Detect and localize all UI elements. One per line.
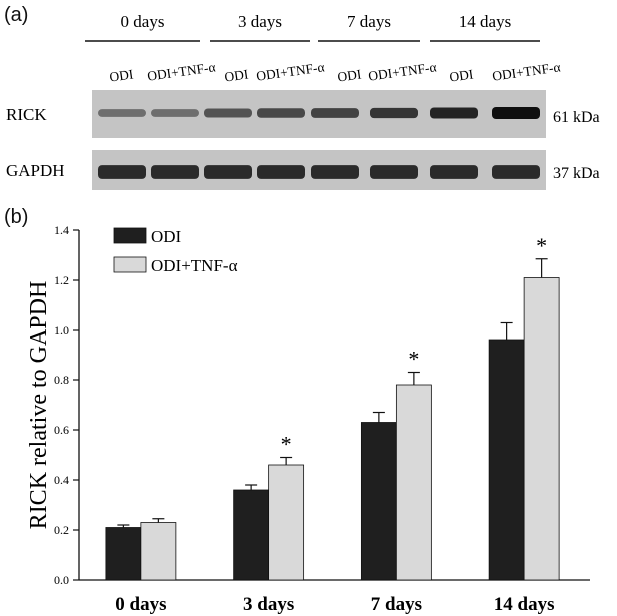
y-tick-label: 1.0 [54, 323, 69, 337]
molecular-weight-label: 37 kDa [553, 165, 600, 182]
lane-label: ODI [223, 66, 249, 84]
lane-label: ODI+TNF-α [255, 59, 325, 83]
y-tick-label: 0.0 [54, 573, 69, 587]
lane-label: ODI+TNF-α [367, 59, 437, 83]
blot-band [98, 109, 146, 117]
blot-band [492, 107, 540, 119]
blot-band [492, 165, 540, 179]
legend-label: ODI [151, 227, 182, 246]
bar-odi [360, 422, 397, 581]
bar-chart: 0.0 0.2 0.4 0.6 0.8 1.0 1.2 1.4 RICK relative to… [26, 223, 590, 615]
y-tick-label: 1.4 [54, 223, 69, 237]
blot-band [370, 107, 418, 119]
lane-label: ODI [336, 66, 362, 84]
panel-b-label: (b) [4, 206, 29, 228]
x-tick-label: 3 days [243, 594, 294, 615]
bar-odi [488, 339, 525, 581]
legend-swatch [113, 256, 147, 273]
blot-band [370, 165, 418, 179]
significance-marker: * [536, 233, 547, 258]
bar-odi-tnf [523, 277, 560, 581]
group-label: 7 days [347, 12, 391, 31]
bar-odi-tnf [395, 384, 432, 581]
lane-label: ODI [108, 66, 134, 84]
blot-band [257, 108, 305, 118]
bar-odi [105, 527, 142, 581]
y-tick-label: 1.2 [54, 273, 69, 287]
western-blot: 0 days 3 days 7 days 14 days ODI ODI+TNF-α ODI… [6, 12, 600, 190]
group-label: 14 days [459, 12, 511, 31]
x-tick-label: 7 days [371, 594, 422, 615]
group-label: 3 days [238, 12, 282, 31]
group-label: 0 days [121, 12, 165, 31]
significance-marker: * [281, 432, 292, 457]
x-tick-label: 0 days [115, 594, 166, 615]
significance-marker: * [408, 347, 419, 372]
lane-label: ODI [448, 66, 474, 84]
blot-band [151, 109, 199, 117]
panel-a-label: (a) [4, 4, 29, 26]
legend-label: ODI+TNF-α [151, 256, 238, 275]
blot-band [311, 165, 359, 179]
blot-band [311, 108, 359, 118]
blot-band [430, 107, 478, 119]
bar-odi-tnf [140, 522, 177, 581]
blot-band [151, 165, 199, 179]
bar-odi [233, 489, 270, 581]
y-tick-label: 0.4 [54, 473, 69, 487]
x-tick-label: 14 days [494, 594, 555, 615]
lane-label: ODI+TNF-α [146, 59, 216, 83]
y-axis-label: RICK relative to GAPDH [26, 281, 52, 530]
bar-odi-tnf [268, 464, 305, 581]
blot-band [204, 108, 252, 118]
legend-swatch [113, 227, 147, 244]
y-tick-label: 0.6 [54, 423, 69, 437]
protein-label: GAPDH [6, 161, 65, 180]
y-tick-label: 0.8 [54, 373, 69, 387]
blot-band [98, 165, 146, 179]
blot-band [257, 165, 305, 179]
lane-label: ODI+TNF-α [491, 59, 561, 83]
protein-label: RICK [6, 105, 47, 124]
blot-band [430, 165, 478, 179]
molecular-weight-label: 61 kDa [553, 109, 600, 126]
blot-band [204, 165, 252, 179]
y-tick-label: 0.2 [54, 523, 69, 537]
